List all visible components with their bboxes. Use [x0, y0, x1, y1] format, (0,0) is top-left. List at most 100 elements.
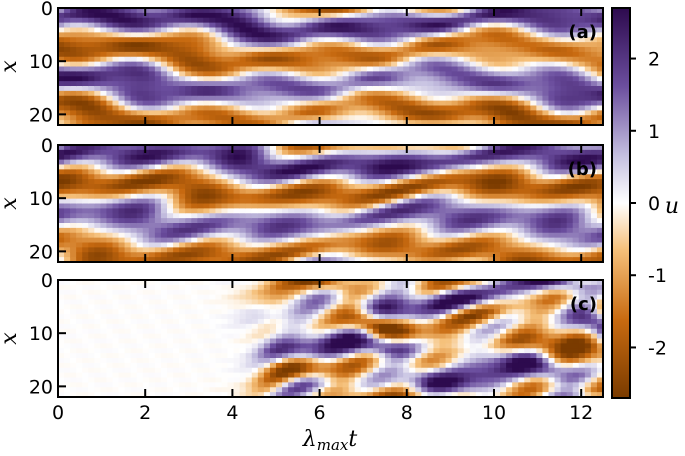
heatmap-cell	[542, 193, 550, 200]
heatmap-cell	[215, 81, 223, 87]
heatmap-cell	[312, 56, 319, 63]
heatmap-cell	[251, 76, 259, 82]
heatmap-cell	[142, 61, 150, 68]
heatmap-cell	[360, 247, 368, 253]
heatmap-cell	[239, 179, 247, 185]
heatmap-cell	[512, 100, 519, 107]
heatmap-cell	[148, 218, 156, 224]
heatmap-cell	[167, 90, 174, 97]
heatmap-cell	[572, 242, 580, 248]
heatmap-cell	[64, 198, 71, 205]
heatmap-cell	[106, 76, 114, 82]
heatmap-cell	[94, 314, 101, 320]
heatmap-cell	[130, 47, 138, 53]
heatmap-cell	[415, 252, 422, 258]
heatmap-cell	[191, 105, 198, 111]
heatmap-cell	[457, 51, 465, 58]
heatmap-cell	[70, 392, 77, 397]
heatmap-cell	[481, 22, 489, 29]
heatmap-panel-a: (a)	[57, 7, 604, 126]
heatmap-cell	[481, 95, 489, 102]
heatmap-cell	[203, 71, 210, 77]
heatmap-cell	[360, 218, 368, 224]
heatmap-cell	[494, 184, 501, 190]
heatmap-cell	[572, 100, 580, 107]
heatmap-cell	[566, 42, 574, 48]
heatmap-cell	[257, 223, 265, 229]
heatmap-cell	[142, 179, 150, 185]
heatmap-cell	[173, 169, 180, 175]
heatmap-cell	[324, 61, 332, 68]
heatmap-cell	[512, 42, 519, 48]
heatmap-cell	[469, 22, 477, 29]
heatmap-cell	[209, 362, 217, 369]
heatmap-cell	[433, 213, 441, 219]
heatmap-cell	[385, 86, 392, 92]
heatmap-cell	[318, 188, 326, 195]
heatmap-cell	[427, 208, 435, 214]
heatmap-cell	[445, 159, 453, 166]
heatmap-cell	[566, 184, 574, 190]
heatmap-cell	[209, 188, 217, 195]
heatmap-cell	[469, 257, 477, 262]
heatmap-cell	[239, 32, 247, 38]
heatmap-cell	[366, 164, 374, 170]
heatmap-cell	[360, 110, 368, 116]
heatmap-cell	[203, 12, 210, 19]
heatmap-cell	[506, 37, 513, 43]
heatmap-cell	[160, 328, 168, 335]
heatmap-cell	[136, 66, 144, 72]
heatmap-cell	[542, 223, 550, 229]
heatmap-cell	[560, 51, 568, 58]
heatmap-cell	[451, 242, 459, 248]
heatmap-cell	[76, 358, 83, 364]
heatmap-cell	[306, 145, 313, 151]
heatmap-cell	[173, 22, 180, 29]
heatmap-cell	[209, 338, 217, 344]
heatmap-cell	[148, 203, 156, 209]
heatmap-cell	[245, 164, 253, 170]
heatmap-cell	[348, 51, 356, 58]
heatmap-cell	[336, 227, 344, 234]
heatmap-cell	[572, 27, 580, 33]
heatmap-cell	[239, 95, 247, 102]
heatmap-cell	[263, 198, 271, 205]
heatmap-cell	[118, 223, 126, 229]
heatmap-cell	[76, 120, 83, 125]
heatmap-cell	[142, 333, 150, 340]
heatmap-cell	[276, 8, 283, 14]
heatmap-cell	[124, 51, 132, 58]
heatmap-cell	[118, 227, 126, 234]
heatmap-cell	[209, 280, 217, 286]
heatmap-cell	[64, 179, 71, 185]
heatmap-cell	[148, 227, 156, 234]
heatmap-cell	[263, 242, 271, 248]
heatmap-cell	[336, 32, 344, 38]
heatmap-cell	[451, 47, 459, 53]
heatmap-cell	[397, 179, 404, 185]
heatmap-cell	[215, 218, 223, 224]
heatmap-cell	[173, 100, 180, 107]
heatmap-cell	[203, 242, 210, 248]
heatmap-cell	[100, 372, 108, 379]
heatmap-cell	[263, 22, 271, 29]
heatmap-cell	[469, 203, 477, 209]
heatmap-cell	[227, 27, 235, 33]
heatmap-cell	[185, 358, 192, 364]
heatmap-cell	[245, 86, 253, 92]
heatmap-cell	[64, 90, 71, 97]
heatmap-cell	[112, 252, 120, 258]
heatmap-cell	[288, 213, 295, 219]
heatmap-cell	[70, 154, 77, 161]
heatmap-cell	[548, 120, 556, 125]
heatmap-cell	[227, 237, 235, 244]
heatmap-cell	[494, 120, 501, 125]
heatmap-cell	[154, 237, 162, 244]
heatmap-cell	[560, 213, 568, 219]
heatmap-cell	[403, 86, 410, 92]
heatmap-cell	[100, 319, 108, 325]
heatmap-cell	[209, 81, 217, 87]
heatmap-cell	[88, 362, 95, 369]
heatmap-cell	[397, 81, 404, 87]
